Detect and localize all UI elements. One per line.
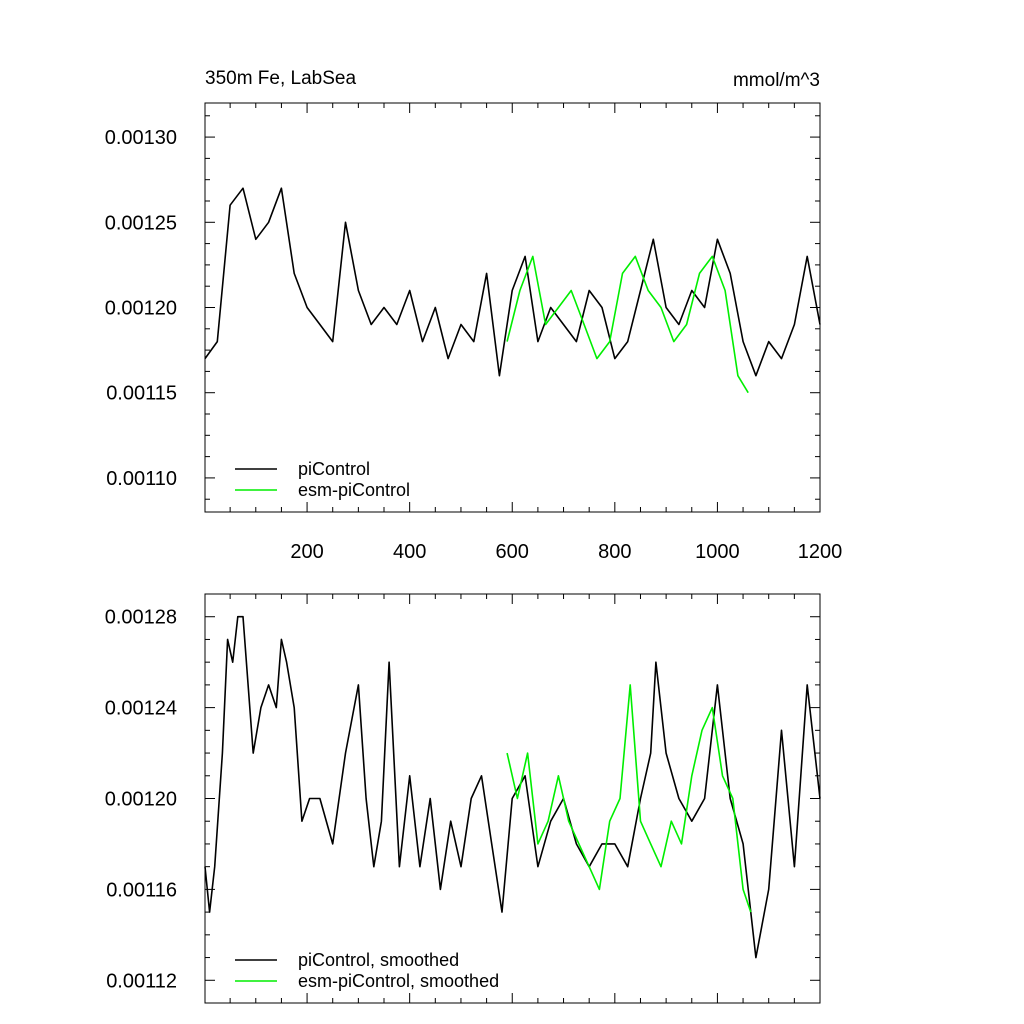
chart-title: 350m Fe, LabSea: [205, 68, 356, 89]
x-tick-label: 800: [598, 541, 631, 563]
x-tick-label: 400: [393, 541, 426, 563]
x-tick-label: 1000: [695, 541, 740, 563]
y-tick-label: 0.00120: [105, 298, 177, 320]
y-tick-label: 0.00120: [105, 789, 177, 811]
legend-label: esm-piControl, smoothed: [298, 971, 499, 991]
units-label: mmol/m^3: [733, 70, 820, 91]
x-tick-label: 200: [290, 541, 323, 563]
series-line-esm-picontrol: [506, 255, 749, 394]
series-line-picontrol-smoothed: [204, 615, 821, 959]
legend-label: piControl: [298, 459, 370, 479]
legend-label: piControl, smoothed: [298, 950, 459, 970]
y-tick-label: 0.00112: [106, 970, 177, 992]
y-tick-label: 0.00116: [106, 879, 177, 901]
y-tick-label: 0.00128: [105, 607, 177, 629]
y-tick-label: 0.00110: [106, 468, 177, 490]
y-tick-label: 0.00124: [105, 698, 177, 720]
series-line-esm-picontrol-smoothed: [506, 684, 752, 913]
y-tick-label: 0.00115: [106, 383, 177, 405]
y-tick-label: 0.00125: [105, 212, 177, 234]
y-tick-label: 0.00130: [105, 127, 177, 149]
legend-label: esm-piControl: [298, 480, 410, 500]
x-tick-label: 1200: [798, 541, 843, 563]
x-tick-label: 600: [496, 541, 529, 563]
top-panel: 200 400 600 800 1000 1200 0.00110 0.00115 0.0012…: [105, 68, 843, 563]
bottom-panel: 0.00112 0.00116 0.00120 0.00124 0.00128 piCon…: [105, 593, 821, 1004]
series-line-picontrol: [204, 187, 821, 377]
